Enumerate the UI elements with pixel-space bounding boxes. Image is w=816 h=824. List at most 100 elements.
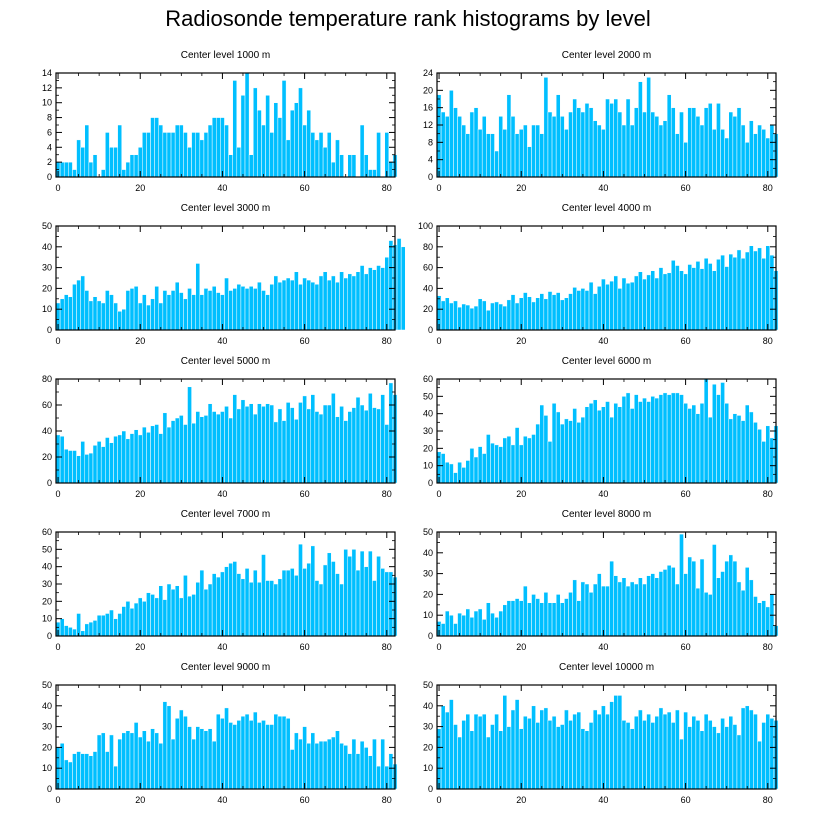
histogram-bar [343, 549, 349, 637]
y-tick-label: 30 [42, 722, 52, 732]
histogram-bar [310, 545, 316, 637]
x-tick-label: 80 [763, 795, 773, 805]
histogram-bar [368, 755, 373, 790]
histogram-bar [372, 269, 377, 331]
histogram-bar [564, 418, 569, 484]
histogram-bar [576, 422, 582, 484]
histogram-bar [376, 132, 381, 178]
histogram-bar [294, 102, 299, 178]
histogram-bar [535, 598, 540, 637]
histogram-bar [261, 720, 266, 790]
histogram-bar [76, 139, 81, 178]
y-tick-label: 30 [423, 569, 433, 579]
histogram-bar [568, 720, 573, 790]
histogram-bar [257, 722, 262, 790]
histogram-bar [724, 137, 730, 178]
histogram-bar [261, 124, 266, 178]
histogram-bar [285, 402, 291, 484]
histogram-bar [699, 558, 705, 637]
y-tick-label: 20 [423, 443, 433, 453]
histogram-bar [444, 116, 450, 178]
histogram-bar [298, 738, 303, 790]
x-tick-label: 60 [300, 795, 310, 805]
histogram-bar [564, 709, 569, 790]
histogram-bar [298, 283, 303, 331]
histogram-bar [498, 610, 504, 637]
x-tick-label: 80 [763, 336, 773, 346]
histogram-bar [195, 582, 201, 637]
histogram-bar [55, 434, 61, 484]
histogram-bar [228, 722, 233, 790]
histogram-bar [601, 278, 606, 331]
histogram-bar [236, 573, 242, 637]
histogram-bar [220, 571, 225, 637]
histogram-bar [687, 556, 693, 637]
histogram-bar [469, 307, 475, 331]
y-tick-label: 0 [428, 325, 433, 335]
histogram-bar [568, 293, 573, 331]
histogram-bar [642, 583, 647, 637]
y-tick-label: 4 [47, 142, 52, 152]
histogram-bar [683, 273, 688, 331]
histogram-bar [376, 765, 381, 790]
histogram-bar [199, 294, 205, 331]
histogram-bar [580, 288, 586, 331]
histogram-bar [244, 713, 250, 790]
histogram-bar [187, 288, 192, 331]
histogram-bar [568, 111, 573, 178]
y-tick-label: 60 [423, 374, 433, 384]
histogram-bar [580, 581, 586, 637]
histogram-bar [306, 408, 312, 484]
histogram-bar [502, 129, 508, 178]
histogram-bar [597, 713, 602, 790]
histogram-bar [72, 753, 77, 790]
histogram-bar [92, 154, 98, 178]
histogram-bar [166, 132, 172, 178]
histogram-bar [605, 283, 610, 331]
histogram-bar [642, 278, 647, 331]
histogram-bar [368, 550, 373, 637]
histogram-bar [129, 288, 135, 331]
histogram-bar [646, 401, 651, 484]
histogram-bar [228, 154, 233, 178]
histogram-bar [699, 730, 705, 790]
histogram-bar [68, 627, 73, 637]
histogram-bar [744, 567, 750, 637]
histogram-bar [744, 404, 750, 484]
x-tick-label: 20 [516, 183, 526, 193]
histogram-bar [535, 297, 540, 331]
histogram-bar [605, 713, 610, 790]
histogram-bar [469, 448, 475, 484]
histogram-bar [547, 602, 553, 637]
histogram-bar [707, 594, 713, 637]
histogram-bar [277, 715, 283, 790]
histogram-bar [150, 117, 155, 178]
histogram-bar [465, 608, 471, 637]
histogram-bar [703, 713, 709, 790]
y-tick-label: 2 [47, 157, 52, 167]
histogram-bar [625, 722, 631, 790]
histogram-bar [187, 595, 192, 637]
y-tick-label: 4 [428, 155, 433, 165]
histogram-bar [465, 304, 471, 331]
histogram-bar [440, 300, 446, 331]
histogram-bar [113, 147, 118, 178]
histogram-bar [384, 424, 390, 484]
histogram-bar [105, 751, 110, 790]
x-tick-label: 40 [598, 642, 608, 652]
histogram-bar [749, 120, 754, 178]
histogram-bar [129, 154, 135, 178]
histogram-bar [716, 394, 721, 484]
histogram-bar [597, 124, 602, 178]
histogram-bar [207, 124, 213, 178]
histogram-bar [199, 569, 205, 637]
histogram-bar [757, 602, 762, 637]
histogram-bar [154, 117, 159, 178]
y-tick-label: 100 [418, 221, 433, 231]
histogram-bar [224, 124, 229, 178]
histogram-bar [658, 124, 664, 178]
histogram-bar [691, 404, 697, 484]
histogram-bar [363, 747, 369, 790]
histogram-bar [449, 90, 454, 178]
histogram-bar [613, 695, 619, 790]
